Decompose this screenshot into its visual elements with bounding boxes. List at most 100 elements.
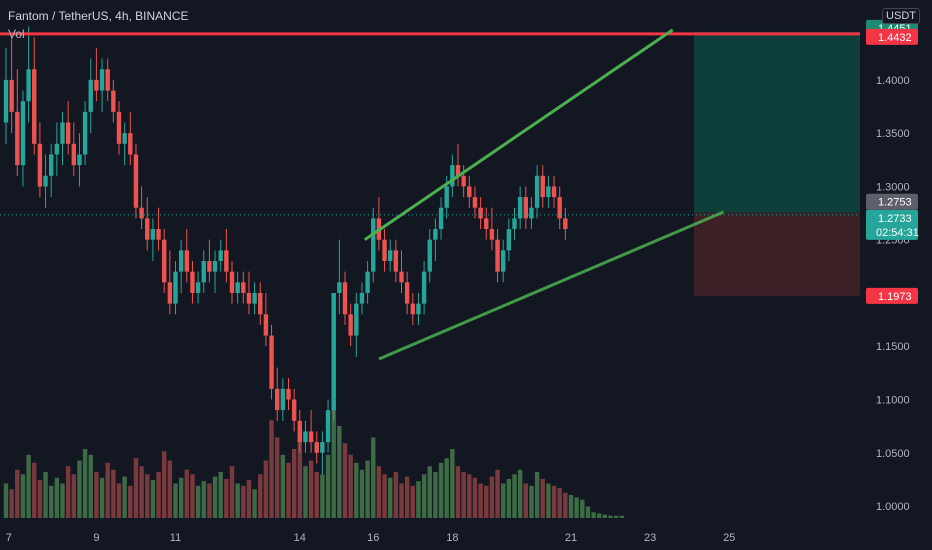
volume-bar — [495, 469, 500, 518]
volume-bar — [3, 483, 9, 518]
candle-body — [433, 229, 438, 240]
volume-bar — [591, 512, 596, 518]
price-tag-bg — [866, 193, 918, 210]
candle-body — [3, 79, 9, 123]
candle-body — [54, 143, 60, 155]
volume-bar — [461, 472, 466, 518]
volume-bar — [444, 458, 449, 518]
x-tick-label: 16 — [367, 532, 379, 544]
volume-bar — [49, 485, 54, 518]
candle-body — [371, 218, 376, 272]
volume-bar — [472, 477, 478, 518]
candle-body — [280, 388, 286, 411]
volume-bars — [3, 408, 625, 518]
volume-bar — [15, 469, 20, 518]
candle-body — [212, 261, 218, 272]
volume-bar — [88, 454, 93, 518]
volume-bar — [303, 466, 308, 518]
candle-body — [563, 218, 568, 230]
candle-body — [15, 111, 20, 166]
volume-bar — [258, 474, 263, 518]
volume-bar — [427, 466, 432, 518]
volume-bar — [65, 466, 71, 518]
volume-bar — [371, 437, 376, 518]
volume-bar — [450, 449, 455, 518]
price-tag: 1.2753 — [866, 193, 918, 210]
candle-body — [122, 133, 127, 144]
volume-bar — [546, 483, 551, 518]
price-axis-bg — [860, 0, 932, 550]
volume-bar — [218, 472, 223, 518]
volume-bar — [156, 472, 161, 518]
volume-bar — [77, 460, 82, 518]
volume-bar — [455, 466, 461, 518]
volume-bar — [421, 474, 427, 518]
volume-bar — [359, 469, 365, 518]
time-axis: 7 9 11 14 16 18 21 23 25 — [0, 524, 860, 550]
price-tag-label: 1.1973 — [878, 291, 912, 303]
candle-body — [139, 207, 144, 219]
volume-bar — [43, 472, 48, 518]
currency-selector[interactable]: USDT — [882, 8, 920, 24]
candle-body — [9, 79, 14, 112]
volume-bar — [111, 469, 116, 518]
candle-body — [162, 239, 167, 283]
volume-bar — [416, 481, 421, 518]
candle-body — [308, 431, 314, 443]
volume-bar — [337, 426, 342, 518]
candle-body — [354, 303, 359, 336]
volume-bar — [314, 472, 319, 518]
volume-bar — [325, 454, 331, 518]
candle-body — [489, 229, 495, 240]
volume-bar — [342, 443, 348, 518]
y-tick-label: 1.4000 — [876, 75, 910, 87]
candle-body — [404, 282, 410, 304]
volume-bar — [162, 451, 167, 518]
volume-bar — [320, 474, 325, 518]
price-tag-label: 1.2733 — [878, 213, 912, 225]
volume-bar — [229, 466, 235, 518]
volume-bar — [60, 483, 65, 518]
candle-body — [438, 207, 444, 230]
volume-bar — [145, 474, 150, 518]
volume-bar — [580, 499, 585, 518]
candle-body — [111, 90, 116, 112]
price-tag-bg — [866, 287, 918, 304]
volume-bar — [173, 483, 178, 518]
volume-bar — [235, 483, 240, 518]
x-tick-label: 7 — [6, 532, 12, 544]
volume-bar — [410, 485, 415, 518]
volume-bar — [37, 480, 43, 518]
volume-bar — [20, 474, 26, 518]
volume-bar — [501, 483, 506, 518]
drawn-lines — [0, 28, 860, 361]
candle-body — [472, 197, 478, 208]
volume-bar — [280, 454, 286, 518]
volume-bar — [331, 408, 336, 518]
candle-body — [77, 154, 82, 166]
volume-label: Vol — [8, 27, 25, 41]
y-tick-label: 1.0000 — [876, 501, 910, 513]
volume-bar — [54, 477, 60, 518]
volume-bar — [252, 489, 257, 518]
candle-body — [557, 197, 562, 219]
candle-body — [252, 292, 257, 304]
volume-bar — [399, 483, 404, 518]
candle-body — [235, 282, 240, 293]
candle-body — [49, 154, 54, 176]
volume-bar — [523, 483, 528, 518]
volume-bar — [133, 458, 139, 518]
price-tag: 1.2733 02:54:31 — [866, 209, 919, 240]
candle-body — [342, 282, 348, 315]
candle-body — [105, 69, 110, 91]
price-axis: 1.40001.35001.30001.25001.15001.10001.05… — [860, 0, 932, 550]
candle-body — [286, 388, 291, 400]
candle-body — [325, 410, 331, 443]
time-axis-bg — [0, 524, 860, 550]
candle-body — [551, 186, 557, 198]
candle-body — [128, 133, 133, 155]
candle-body — [444, 186, 449, 208]
candle-body — [145, 218, 150, 240]
volume-bar — [393, 472, 399, 518]
